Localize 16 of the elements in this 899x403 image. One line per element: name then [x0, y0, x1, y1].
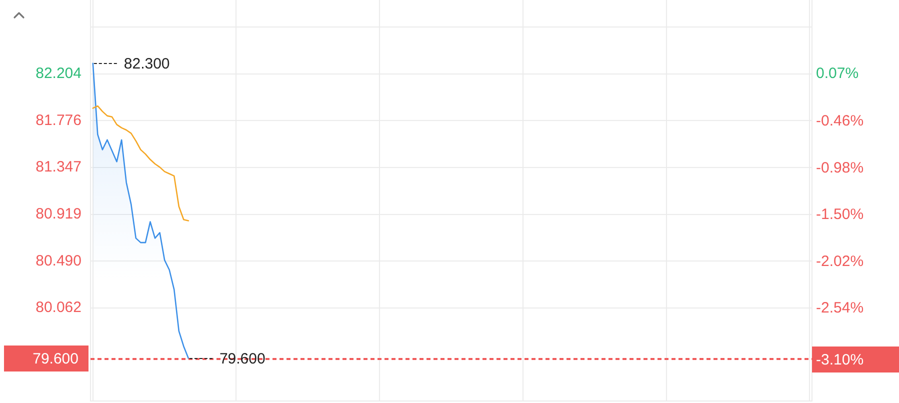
y-tick-label: 82.204	[36, 65, 82, 82]
data-label: 82.300	[124, 56, 170, 73]
y2-tick-label: -0.98%	[816, 159, 864, 176]
ref-line-label: 79.600	[32, 350, 78, 368]
y-tick-label: 80.490	[36, 252, 82, 270]
y2-tick-label: 0.07%	[816, 64, 859, 82]
y-tick-label: 80.919	[36, 205, 82, 222]
y-tick-label: 81.776	[36, 112, 82, 129]
y2-tick-label: -2.54%	[816, 300, 864, 317]
y-tick-label: 80.062	[36, 299, 82, 316]
y2-tick-label: -1.50%	[816, 206, 864, 224]
ref-line-label: -3.10%	[816, 352, 864, 369]
data-label: 79.600	[219, 350, 266, 368]
y2-tick-label: -0.46%	[816, 112, 864, 130]
y2-tick-label: -2.02%	[816, 252, 864, 270]
y-tick-label: 81.347	[36, 158, 82, 176]
